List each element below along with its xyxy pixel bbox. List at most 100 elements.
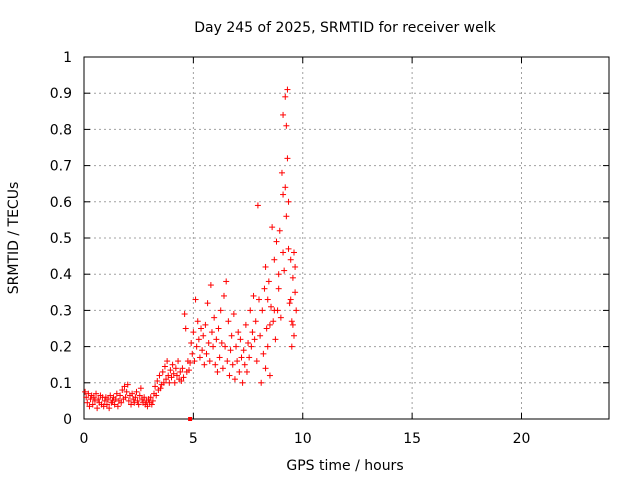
data-point <box>203 350 210 357</box>
data-point <box>280 249 287 256</box>
data-point <box>247 307 254 314</box>
data-point <box>285 198 292 205</box>
x-tick-label: 5 <box>189 431 198 447</box>
data-point <box>234 358 241 365</box>
data-point <box>192 296 199 303</box>
data-point <box>123 388 130 395</box>
data-point <box>136 392 143 399</box>
data-point <box>168 374 175 381</box>
y-tick-label: 0.7 <box>50 159 72 175</box>
data-point <box>129 390 136 397</box>
data-point <box>271 256 278 263</box>
data-point <box>240 347 247 354</box>
data-point <box>180 374 187 381</box>
data-point <box>124 381 131 388</box>
data-point <box>286 300 293 307</box>
data-point <box>246 354 253 361</box>
data-point <box>265 278 272 285</box>
data-point <box>190 329 197 336</box>
data-point <box>224 358 231 365</box>
data-point <box>256 296 262 303</box>
data-point <box>282 184 289 191</box>
data-point <box>172 365 179 372</box>
data-point <box>285 245 292 252</box>
y-tick-label: 0.8 <box>50 122 72 138</box>
data-point <box>271 307 278 314</box>
data-point <box>173 372 180 379</box>
data-point <box>144 403 151 410</box>
data-point <box>167 367 174 374</box>
data-point <box>221 292 227 299</box>
data-point <box>229 361 236 368</box>
data-point <box>259 307 266 314</box>
data-point <box>270 318 277 325</box>
chart-title: Day 245 of 2025, SRMTID for receiver wel… <box>194 20 496 36</box>
data-point <box>262 263 269 270</box>
y-tick-label: 0.1 <box>50 376 72 392</box>
data-point <box>258 379 265 386</box>
data-point <box>111 401 118 408</box>
data-point <box>85 390 92 397</box>
data-point <box>199 347 206 354</box>
data-point <box>264 296 271 303</box>
x-tick-label: 15 <box>403 431 421 447</box>
data-point <box>202 321 209 328</box>
data-point <box>245 339 252 346</box>
data-point <box>269 224 276 231</box>
data-point <box>182 325 189 332</box>
data-point <box>280 111 287 118</box>
data-point <box>266 372 273 379</box>
data-point <box>101 397 108 404</box>
data-point <box>177 368 184 375</box>
data-point <box>164 358 171 365</box>
y-tick-label: 0 <box>63 412 72 428</box>
data-point <box>156 372 163 379</box>
data-point <box>163 376 170 383</box>
data-point <box>288 343 295 350</box>
data-point <box>179 365 186 372</box>
data-point <box>275 271 282 278</box>
data-point <box>243 368 250 375</box>
y-tick-label: 0.5 <box>50 231 72 247</box>
data-point <box>137 385 144 392</box>
grid <box>84 57 609 419</box>
data-point <box>236 368 243 375</box>
data-point <box>280 191 287 198</box>
data-point <box>233 343 240 350</box>
data-point <box>82 388 89 395</box>
y-tick-label: 0.9 <box>50 86 72 102</box>
data-point <box>231 376 238 383</box>
data-point <box>148 401 155 408</box>
data-point <box>238 354 245 361</box>
data-point <box>287 256 294 263</box>
data-point <box>208 329 215 336</box>
outlier-point <box>188 417 193 421</box>
data-point <box>283 213 290 220</box>
data-point <box>235 329 242 336</box>
data-point <box>152 383 159 390</box>
data-point <box>276 227 283 234</box>
data-point <box>154 377 161 384</box>
data-point <box>132 394 139 401</box>
data-point <box>250 292 257 299</box>
data-point <box>241 361 248 368</box>
data-point <box>131 399 138 406</box>
data-point <box>83 394 90 401</box>
data-point <box>196 354 203 361</box>
data-point <box>210 343 217 350</box>
data-point <box>106 405 113 412</box>
data-point <box>147 394 154 401</box>
data-point <box>222 343 229 350</box>
data-point <box>275 285 282 292</box>
data-point <box>198 325 205 332</box>
data-point <box>114 403 121 410</box>
data-point <box>186 367 192 374</box>
data-point <box>166 379 173 386</box>
data-point <box>288 318 295 325</box>
data-point <box>191 358 198 365</box>
data-point <box>289 321 296 328</box>
data-point <box>95 396 102 403</box>
data-point <box>213 336 220 343</box>
data-point <box>157 385 164 392</box>
